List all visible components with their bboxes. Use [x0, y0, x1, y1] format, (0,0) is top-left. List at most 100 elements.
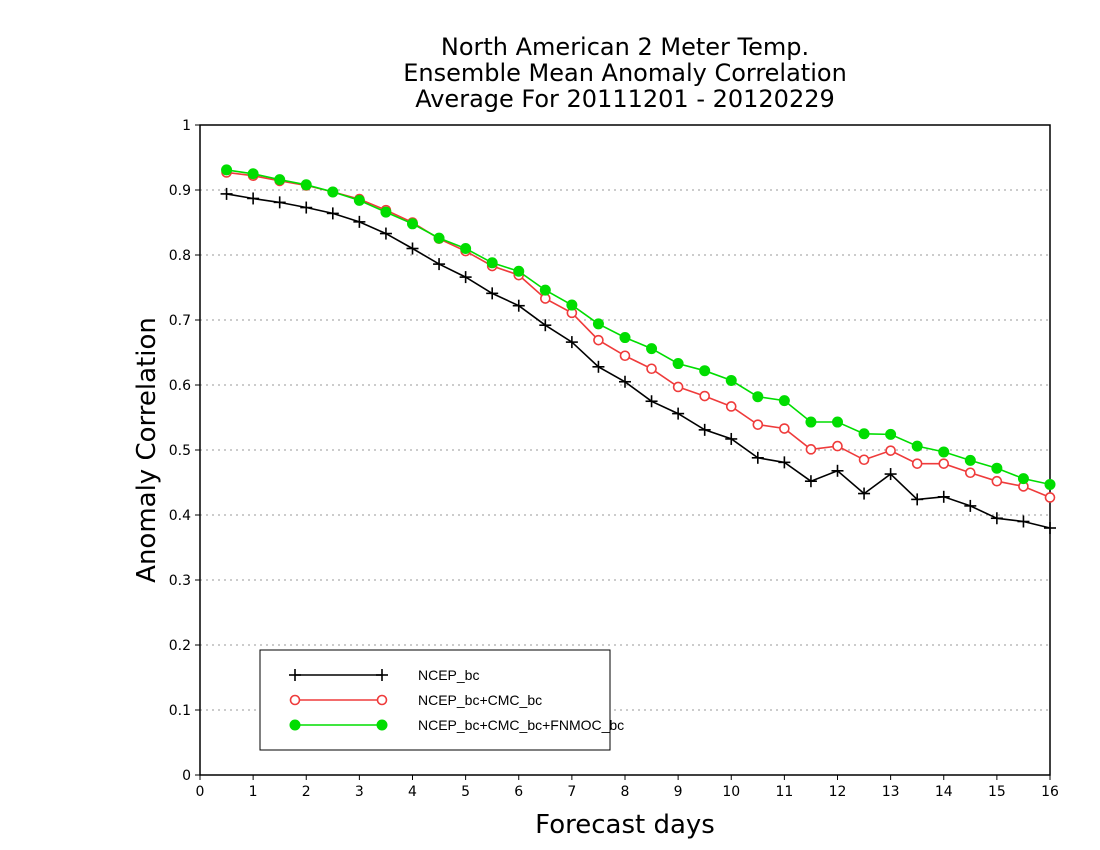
- title-line-1: North American 2 Meter Temp.: [440, 33, 810, 61]
- y-tick-label: 0.6: [169, 378, 191, 394]
- x-tick-label: 2: [302, 784, 311, 800]
- data-point: [539, 319, 552, 332]
- legend-marker: [289, 719, 301, 731]
- x-tick-label: 16: [1041, 784, 1059, 800]
- x-tick-label: 10: [722, 784, 740, 800]
- data-point: [353, 194, 365, 206]
- data-point: [991, 462, 1003, 474]
- data-point: [1017, 515, 1030, 528]
- data-point: [964, 454, 976, 466]
- data-point: [619, 375, 631, 388]
- data-point: [725, 432, 738, 445]
- legend-marker: [376, 719, 388, 731]
- data-point: [778, 395, 790, 407]
- data-point: [406, 242, 419, 255]
- x-tick-label: 7: [567, 784, 576, 800]
- x-tick-label: 12: [829, 784, 847, 800]
- data-point: [592, 360, 605, 373]
- y-tick-label: 1: [182, 118, 191, 134]
- data-point: [486, 257, 498, 269]
- data-point: [646, 363, 657, 375]
- data-point: [645, 395, 658, 408]
- data-point: [911, 440, 923, 452]
- data-point: [858, 428, 870, 440]
- legend-marker: [289, 694, 301, 706]
- title-line-3: Average For 20111201 - 20120229: [415, 85, 835, 113]
- data-point: [566, 299, 578, 311]
- data-point: [619, 332, 631, 344]
- data-point: [885, 428, 897, 440]
- axis-ticks: 00.10.20.30.40.50.60.70.80.910 1 2 3 4 5 6 7 8 9 1…: [169, 118, 1059, 800]
- series-layer: [220, 164, 1056, 534]
- data-point: [407, 218, 418, 230]
- x-axis-title: Forecast days: [535, 810, 715, 840]
- data-point: [221, 164, 233, 176]
- x-tick-label: 0: [196, 784, 205, 800]
- legend: NCEP_bc NCEP_bc+CMC_bc NCEP_bc+CMC_bc+FNMO…: [259, 649, 624, 751]
- data-point: [805, 416, 817, 428]
- data-point: [911, 493, 924, 506]
- legend-marker: [376, 694, 388, 706]
- y-tick-label: 0.3: [169, 573, 191, 589]
- data-point: [247, 168, 259, 180]
- data-point: [991, 475, 1003, 487]
- data-point: [965, 467, 976, 479]
- data-point: [804, 475, 817, 488]
- data-point: [858, 487, 871, 500]
- data-point: [672, 407, 685, 420]
- x-tick-label: 4: [408, 784, 417, 800]
- data-point: [512, 299, 525, 312]
- data-point: [274, 174, 286, 186]
- data-point: [752, 391, 764, 403]
- series-2: [221, 164, 1056, 490]
- legend-entry-2: NCEP_bc+CMC_bc+FNMOC_bc: [289, 717, 624, 733]
- x-tick-label: 11: [775, 784, 793, 800]
- legend-marker: [376, 669, 388, 681]
- data-point: [751, 451, 764, 464]
- x-tick-label: 14: [935, 784, 953, 800]
- data-point: [885, 445, 896, 456]
- data-point: [380, 206, 392, 218]
- chart-title: North American 2 Meter Temp. Ensemble Me…: [200, 34, 1050, 112]
- y-tick-label: 0.2: [169, 638, 191, 654]
- y-tick-label: 0: [182, 768, 191, 784]
- data-point: [831, 464, 844, 477]
- x-tick-label: 1: [249, 784, 258, 800]
- y-tick-label: 0.9: [169, 183, 191, 199]
- data-point: [593, 334, 604, 346]
- data-point: [725, 374, 737, 386]
- data-point: [698, 423, 711, 436]
- data-point: [619, 350, 631, 362]
- legend-label: NCEP_bc+CMC_bc+FNMOC_bc: [418, 717, 624, 733]
- data-point: [326, 207, 339, 220]
- data-point: [699, 365, 711, 377]
- legend-label: NCEP_bc+CMC_bc: [418, 692, 542, 708]
- data-point: [433, 258, 446, 271]
- data-point: [273, 196, 286, 209]
- data-point: [1044, 492, 1056, 503]
- data-point: [832, 440, 843, 452]
- x-tick-label: 6: [514, 784, 523, 800]
- data-point: [433, 232, 445, 244]
- legend-marker: [289, 669, 301, 681]
- data-point: [938, 446, 950, 458]
- data-point: [459, 271, 472, 284]
- data-point: [937, 490, 950, 503]
- y-tick-label: 0.4: [169, 508, 191, 524]
- title-line-2: Ensemble Mean Anomaly Correlation: [403, 59, 847, 87]
- legend-entry-0: NCEP_bc: [289, 667, 479, 683]
- legend-entries: NCEP_bc NCEP_bc+CMC_bc NCEP_bc+CMC_bc+FNMO…: [289, 667, 624, 733]
- legend-label: NCEP_bc: [418, 667, 479, 683]
- data-point: [353, 215, 366, 228]
- data-point: [858, 454, 870, 466]
- data-point: [672, 358, 684, 370]
- data-point: [832, 416, 843, 428]
- data-point: [752, 419, 764, 430]
- y-tick-label: 0.1: [169, 703, 191, 719]
- data-point: [805, 444, 817, 455]
- data-point: [672, 381, 684, 393]
- y-tick-label: 0.7: [169, 313, 191, 329]
- data-point: [1044, 522, 1056, 534]
- data-point: [513, 265, 525, 277]
